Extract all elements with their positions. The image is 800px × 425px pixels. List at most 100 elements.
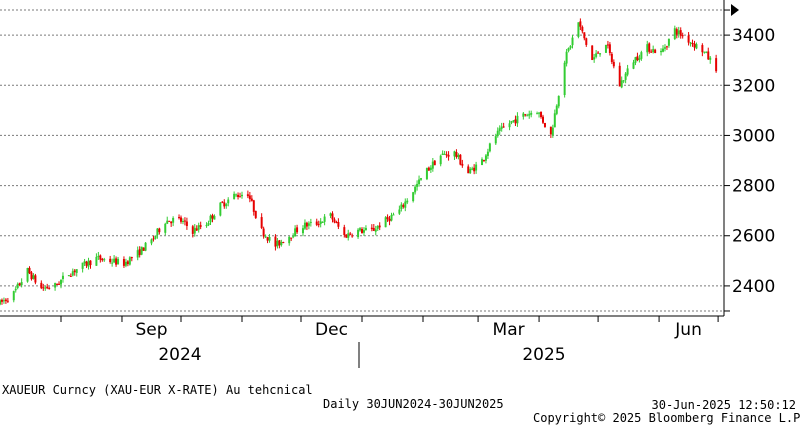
candle-body xyxy=(482,159,485,161)
candle-body xyxy=(392,214,395,216)
candle-body xyxy=(624,73,627,80)
candle-body xyxy=(12,291,15,301)
candle-body xyxy=(71,271,74,276)
footer-line-2: 30-Jun-2025 12:50:12 xyxy=(0,384,800,412)
candle-body xyxy=(225,204,228,206)
candle-body xyxy=(595,53,598,57)
x-tick-label: Sep xyxy=(135,320,167,340)
candle-body xyxy=(362,230,365,233)
candle-body xyxy=(542,116,544,123)
y-tick-label: 2800 xyxy=(732,177,775,197)
candle-body xyxy=(239,196,242,198)
candle-body xyxy=(447,154,450,157)
candle-body xyxy=(549,126,552,135)
y-tick-label: 2600 xyxy=(732,227,775,247)
candle-body xyxy=(459,154,462,165)
candle-body xyxy=(323,216,326,222)
candle-body xyxy=(524,114,527,116)
candle-body xyxy=(75,269,78,273)
candle-body xyxy=(599,53,602,55)
candle-body xyxy=(254,210,257,218)
y-tick-labels: 2400 2600 2800 3000 3200 3400 xyxy=(724,9,775,312)
candle-body xyxy=(429,167,432,170)
candle-body xyxy=(610,53,613,62)
candle-body xyxy=(303,222,306,229)
candle-body xyxy=(663,47,666,49)
candle-body xyxy=(494,136,497,144)
candle-body xyxy=(235,194,238,196)
candle-body xyxy=(67,275,70,277)
candle-body xyxy=(361,228,363,233)
candle-body xyxy=(40,282,43,289)
candle-body xyxy=(634,57,637,63)
candle-body xyxy=(181,221,184,223)
candle-body xyxy=(209,215,212,223)
candle-body xyxy=(709,57,712,60)
candle-body xyxy=(508,123,511,128)
candle-body xyxy=(640,52,643,59)
candle-body xyxy=(117,258,120,265)
candle-body xyxy=(183,220,186,222)
candle-body xyxy=(516,115,519,124)
candle-body xyxy=(296,227,299,233)
candle-body xyxy=(56,283,59,285)
candle-body xyxy=(282,242,285,244)
candle-body xyxy=(305,222,308,227)
candle-body xyxy=(288,236,291,244)
candle-body xyxy=(467,166,470,174)
candle-body xyxy=(227,199,230,204)
candle-body xyxy=(20,282,23,286)
candle-body xyxy=(620,80,623,88)
candle-body xyxy=(0,299,3,302)
candle-body xyxy=(0,300,1,305)
year-label: 2025 xyxy=(522,345,565,365)
candles xyxy=(0,18,718,306)
candle-body xyxy=(309,221,312,223)
candle-body xyxy=(274,236,277,247)
candle-body xyxy=(486,151,489,156)
candle-body xyxy=(345,234,348,238)
candle-body xyxy=(626,68,629,75)
candle-body xyxy=(335,221,338,223)
candle-body xyxy=(597,52,600,54)
candle-body xyxy=(378,225,381,228)
candle-body xyxy=(425,167,428,180)
copyright-label: Copyright© 2025 Bloomberg Finance L.P. xyxy=(533,411,800,425)
grid-lines xyxy=(0,9,724,312)
candle-body xyxy=(555,105,558,114)
candle-body xyxy=(675,29,678,35)
candle-body xyxy=(390,215,393,221)
candle-body xyxy=(648,43,651,52)
candle-body xyxy=(469,168,472,174)
candle-body xyxy=(170,221,173,224)
candle-body xyxy=(223,202,226,207)
candle-body xyxy=(652,48,655,53)
candle-body xyxy=(158,228,161,233)
candle-body xyxy=(351,235,354,237)
candle-body xyxy=(250,198,253,201)
candle-body xyxy=(715,58,718,72)
candle-body xyxy=(427,167,430,171)
candle-body xyxy=(414,186,417,193)
candle-body xyxy=(347,233,350,238)
candle-body xyxy=(211,215,214,219)
candle-body xyxy=(498,128,501,132)
candle-body xyxy=(646,44,649,53)
candle-body xyxy=(514,119,517,124)
candle-body xyxy=(563,62,566,96)
candle-body xyxy=(343,227,346,235)
candle-body xyxy=(262,228,265,237)
candle-body xyxy=(191,226,194,234)
candle-body xyxy=(197,225,200,230)
candle-body xyxy=(349,233,352,235)
candle-body xyxy=(612,61,615,67)
candle-body xyxy=(565,51,568,64)
candle-body xyxy=(32,275,35,279)
candle-body xyxy=(475,164,478,171)
candle-body xyxy=(416,183,419,187)
candle-body xyxy=(500,126,503,129)
candle-body xyxy=(439,155,442,165)
candle-body xyxy=(331,213,334,220)
candle-body xyxy=(268,237,271,241)
candle-body xyxy=(681,35,684,37)
